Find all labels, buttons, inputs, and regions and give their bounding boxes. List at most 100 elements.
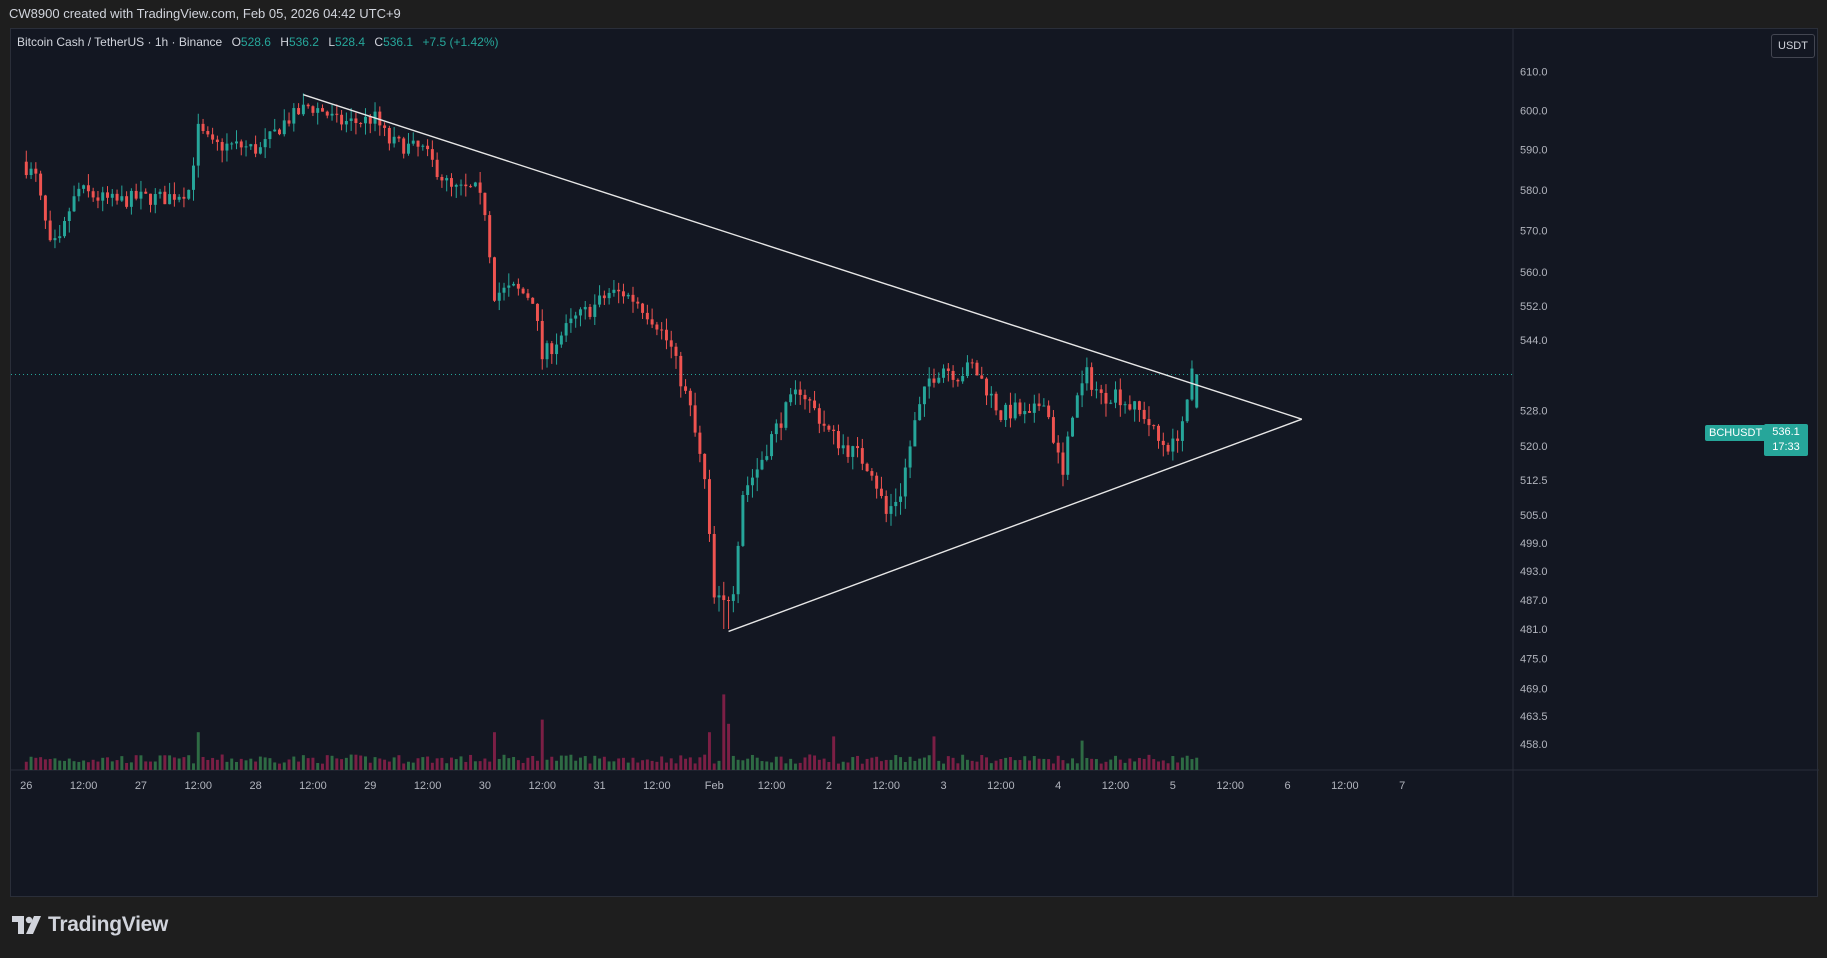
candle-body	[798, 389, 802, 395]
chart-panel[interactable]: 610.0 600.0 590.0 580.0 570.0 560.0 552.0 544.0…	[10, 28, 1819, 898]
price-chart-svg[interactable]: 610.0 600.0 590.0 580.0 570.0 560.0 552.0 544.0…	[11, 29, 1819, 898]
time-tick-label: 12:00	[185, 780, 213, 792]
candle-body	[999, 410, 1003, 421]
candle-body	[235, 141, 238, 144]
volume-bar	[316, 763, 320, 770]
volume-bar	[980, 755, 984, 770]
candle-body	[153, 194, 157, 205]
candle-body	[1104, 392, 1108, 404]
candle-body	[903, 467, 907, 497]
candle-body	[1023, 410, 1027, 415]
time-tick-label: 12:00	[1331, 780, 1359, 792]
candle-body	[1032, 403, 1036, 413]
time-tick-label: Feb	[705, 780, 724, 792]
candle-body	[77, 188, 81, 197]
candle-body	[612, 289, 616, 293]
candle-body	[421, 145, 425, 147]
volume-bar	[106, 757, 109, 770]
volume-bar	[225, 761, 229, 770]
candle-body	[703, 453, 707, 480]
candle-body	[325, 111, 329, 116]
volume-bar	[617, 758, 621, 770]
candle-body	[1042, 405, 1046, 407]
volume-bar	[535, 760, 539, 770]
candle-body	[316, 108, 320, 113]
volume-bar	[607, 761, 611, 770]
candle-body	[793, 389, 797, 395]
candle-body	[660, 329, 664, 331]
time-tick-label: 12:00	[414, 780, 442, 792]
volume-bar	[521, 762, 525, 770]
volume-bar	[774, 756, 778, 770]
volume-bar	[631, 757, 635, 770]
candle-body	[1118, 389, 1122, 406]
candle-body	[836, 431, 840, 449]
high-label: H	[280, 35, 289, 49]
candle-body	[1114, 389, 1118, 403]
candle-body	[473, 182, 477, 187]
tradingview-logo[interactable]: TradingView	[12, 913, 168, 937]
volume-bar	[34, 757, 38, 770]
candle-body	[115, 193, 119, 201]
volume-bar	[1066, 763, 1070, 770]
volume-bar	[793, 763, 797, 770]
close-value: 536.1	[383, 35, 414, 49]
volume-bar	[497, 758, 501, 770]
candle-body	[965, 362, 969, 376]
price-tick-label: 528.0	[1520, 405, 1548, 417]
price-tick-label: 512.5	[1520, 475, 1548, 487]
candle-body	[698, 432, 702, 454]
time-tick-label: 2	[826, 780, 832, 792]
volume-bar	[645, 759, 649, 770]
volume-bar	[736, 759, 740, 770]
volume-bar	[492, 732, 496, 770]
time-tick-label: 28	[249, 780, 261, 792]
candle-body	[922, 386, 926, 405]
volume-bar	[1090, 758, 1094, 770]
volume-bar	[846, 762, 850, 770]
volume-bar	[559, 755, 563, 770]
volume-bar	[574, 760, 578, 770]
candle-body	[220, 142, 224, 151]
candle-body	[889, 506, 893, 514]
currency-selector-button[interactable]: USDT	[1771, 34, 1815, 58]
candle-body	[875, 475, 879, 489]
trendline-layer	[303, 94, 1303, 633]
candle-body	[306, 104, 310, 107]
volume-bar	[1004, 757, 1008, 770]
candle-body	[1080, 383, 1084, 396]
time-tick-label: 7	[1399, 780, 1405, 792]
candle-body	[249, 144, 253, 147]
volume-bar	[426, 756, 430, 770]
candle-body	[134, 190, 138, 199]
volume-bar	[449, 757, 453, 770]
candle-body	[1137, 401, 1141, 410]
volume-bar	[1028, 760, 1032, 770]
candle-body	[273, 129, 277, 132]
candle-body	[641, 303, 645, 313]
candle-body	[282, 120, 286, 135]
candle-body	[679, 355, 683, 387]
volume-bar	[760, 761, 764, 770]
volume-bar	[856, 755, 860, 770]
last-price-tag: 536.1 17:33	[1764, 424, 1808, 456]
volume-bar	[602, 756, 606, 770]
volume-bar	[48, 758, 52, 770]
volume-bar	[889, 759, 893, 770]
candle-body	[526, 293, 530, 298]
volume-bar	[593, 755, 597, 770]
volume-bar	[220, 754, 224, 770]
tradingview-brand: TradingView	[48, 913, 169, 936]
volume-bar	[655, 761, 659, 770]
candle-body	[674, 346, 678, 356]
candle-body	[483, 192, 487, 216]
volume-bar	[813, 755, 817, 770]
volume-bar	[201, 756, 205, 770]
candle-body	[684, 386, 688, 391]
candle-body	[1094, 389, 1098, 391]
volume-bar	[187, 755, 191, 770]
tradingview-logo-icon	[12, 916, 41, 934]
volume-bar	[641, 760, 645, 770]
volume-bar	[287, 759, 291, 770]
candle-body	[1157, 425, 1161, 441]
